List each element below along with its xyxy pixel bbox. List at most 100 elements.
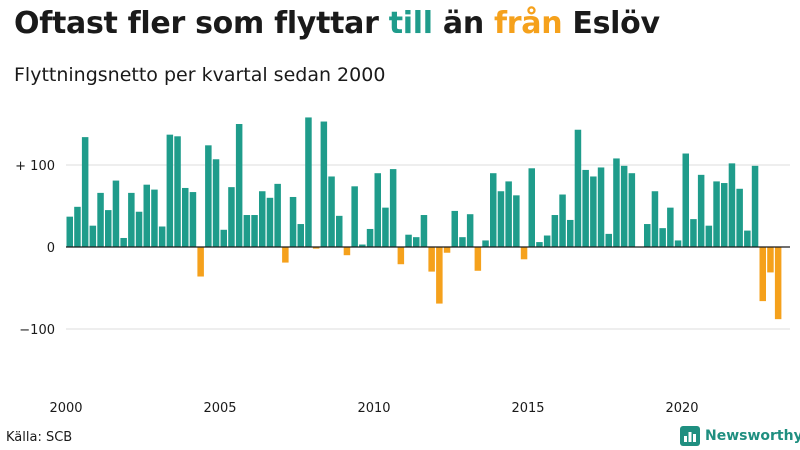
bar-positive[interactable] [266,197,274,247]
x-tick-label: 2020 [665,401,698,416]
x-tick-label: 2010 [357,401,390,416]
bar-positive[interactable] [543,235,551,247]
bar-positive[interactable] [351,186,358,247]
bar-positive[interactable] [320,121,328,247]
bar-positive[interactable] [482,240,489,247]
bar-positive[interactable] [366,228,374,247]
bar-positive[interactable] [259,191,266,247]
bar-positive[interactable] [459,237,466,247]
bar-positive[interactable] [182,187,189,247]
newsworthy-logo[interactable]: Newsworthy [680,426,800,446]
bar-positive[interactable] [466,214,474,247]
bar-positive[interactable] [274,183,281,247]
x-tick-label: 2005 [203,401,236,416]
bar-positive[interactable] [620,165,628,247]
bar-positive[interactable] [205,145,212,247]
bar-positive[interactable] [644,224,651,247]
bar-positive[interactable] [105,210,112,247]
bar-positive[interactable] [705,225,713,247]
bar-positive[interactable] [305,117,312,247]
bar-positive[interactable] [744,230,751,247]
bar-negative[interactable] [767,247,774,273]
bar-positive[interactable] [628,173,636,247]
bar-negative[interactable] [436,247,443,304]
bar-positive[interactable] [143,184,151,247]
bar-positive[interactable] [158,226,166,248]
y-tick-label: −100 [19,323,55,338]
bar-positive[interactable] [297,224,305,247]
bar-positive[interactable] [89,225,97,247]
bar-positive[interactable] [81,137,89,247]
bar-positive[interactable] [97,192,104,247]
title-highlight-fran: från [494,6,563,41]
bar-positive[interactable] [359,244,366,247]
bar-positive[interactable] [389,169,397,247]
bar-negative[interactable] [428,247,435,272]
bar-positive[interactable] [505,181,512,247]
bar-positive[interactable] [120,237,127,247]
bar-positive[interactable] [74,206,81,247]
bar-positive[interactable] [328,176,335,247]
bar-positive[interactable] [528,168,536,247]
bar-negative[interactable] [197,247,204,277]
bar-positive[interactable] [721,183,728,247]
bar-negative[interactable] [343,247,351,256]
bar-positive[interactable] [728,163,736,247]
bar-positive[interactable] [659,228,666,247]
bar-positive[interactable] [697,174,705,247]
bar-positive[interactable] [536,242,543,247]
bar-negative[interactable] [774,247,782,320]
bar-positive[interactable] [490,173,497,247]
bar-positive[interactable] [613,158,620,247]
bar-positive[interactable] [713,181,720,247]
bar-positive[interactable] [567,219,574,247]
bar-positive[interactable] [405,234,412,247]
bar-positive[interactable] [413,237,420,247]
bar-positive[interactable] [128,192,135,247]
bar-positive[interactable] [674,240,682,247]
bar-positive[interactable] [189,192,197,247]
bar-positive[interactable] [736,188,743,247]
bar-positive[interactable] [135,211,143,247]
bar-positive[interactable] [174,136,181,247]
bar-positive[interactable] [374,173,382,247]
bar-positive[interactable] [497,191,505,247]
bar-positive[interactable] [651,191,659,247]
bar-positive[interactable] [336,215,343,247]
bar-negative[interactable] [282,247,289,263]
bar-positive[interactable] [667,207,674,247]
bar-positive[interactable] [112,180,120,247]
bar-negative[interactable] [443,247,451,253]
bar-positive[interactable] [151,189,158,247]
bar-positive[interactable] [289,196,297,247]
bar-negative[interactable] [520,247,528,260]
chart-subtitle: Flyttningsnetto per kvartal sedan 2000 [14,64,386,86]
bar-positive[interactable] [690,219,697,247]
bar-positive[interactable] [605,233,613,247]
bar-positive[interactable] [582,169,589,247]
bar-negative[interactable] [759,247,767,302]
bar-positive[interactable] [235,124,243,247]
bar-positive[interactable] [420,215,428,247]
bar-negative[interactable] [397,247,405,265]
bar-positive[interactable] [212,159,220,247]
bar-negative[interactable] [474,247,482,271]
bar-positive[interactable] [66,216,74,247]
bar-positive[interactable] [751,165,759,247]
bar-positive[interactable] [513,195,520,247]
bar-positive[interactable] [243,215,251,247]
bar-negative[interactable] [312,247,320,249]
bar-positive[interactable] [220,229,228,247]
bar-positive[interactable] [597,167,605,247]
bar-positive[interactable] [574,129,582,247]
bar-positive[interactable] [590,176,597,247]
bar-positive[interactable] [166,134,174,247]
bar-positive[interactable] [228,187,235,247]
bar-positive[interactable] [251,215,258,247]
bar-positive[interactable] [551,215,559,247]
bar-positive[interactable] [451,210,459,247]
bar-positive[interactable] [559,194,566,247]
bar-chart: + 100 0 −100 2000 2005 2010 2015 2020 [15,117,790,416]
bar-positive[interactable] [682,153,690,247]
bar-positive[interactable] [382,207,389,247]
